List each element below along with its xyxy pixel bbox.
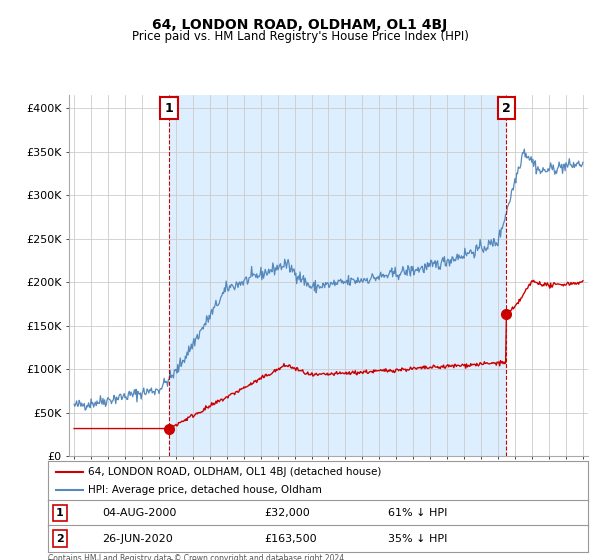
- Text: 26-JUN-2020: 26-JUN-2020: [102, 534, 173, 544]
- Text: 1: 1: [56, 508, 64, 518]
- Text: 61% ↓ HPI: 61% ↓ HPI: [388, 508, 448, 518]
- Text: 64, LONDON ROAD, OLDHAM, OL1 4BJ (detached house): 64, LONDON ROAD, OLDHAM, OL1 4BJ (detach…: [89, 467, 382, 477]
- Text: Contains HM Land Registry data © Crown copyright and database right 2024.: Contains HM Land Registry data © Crown c…: [48, 554, 347, 560]
- Text: 64, LONDON ROAD, OLDHAM, OL1 4BJ: 64, LONDON ROAD, OLDHAM, OL1 4BJ: [152, 18, 448, 32]
- Text: 2: 2: [56, 534, 64, 544]
- Text: 35% ↓ HPI: 35% ↓ HPI: [388, 534, 448, 544]
- Text: This data is licensed under the Open Government Licence v3.0.: This data is licensed under the Open Gov…: [48, 559, 292, 560]
- Text: £32,000: £32,000: [264, 508, 310, 518]
- Text: 1: 1: [164, 102, 173, 115]
- Text: Price paid vs. HM Land Registry's House Price Index (HPI): Price paid vs. HM Land Registry's House …: [131, 30, 469, 43]
- Text: 04-AUG-2000: 04-AUG-2000: [102, 508, 176, 518]
- Text: HPI: Average price, detached house, Oldham: HPI: Average price, detached house, Oldh…: [89, 486, 322, 495]
- Text: £163,500: £163,500: [264, 534, 317, 544]
- Bar: [169, 95, 506, 456]
- Text: 2: 2: [502, 102, 511, 115]
